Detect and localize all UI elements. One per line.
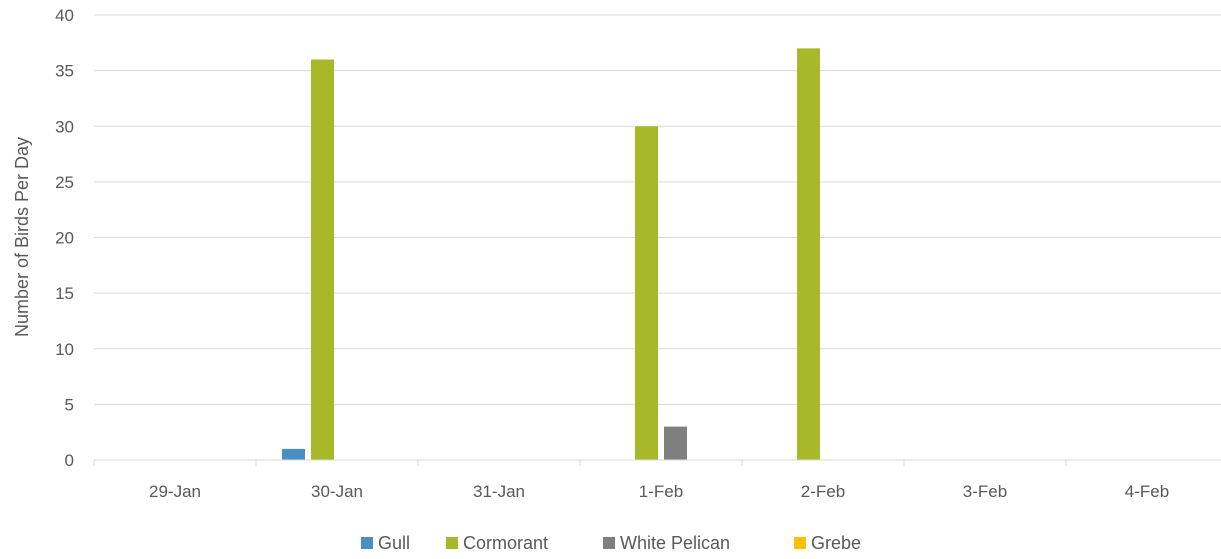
legend-label: White Pelican bbox=[620, 533, 730, 553]
x-tick-label: 1-Feb bbox=[639, 482, 683, 501]
legend-label: Gull bbox=[378, 533, 410, 553]
y-tick-label: 40 bbox=[55, 6, 74, 25]
legend-swatch bbox=[603, 537, 615, 549]
bar-gull bbox=[282, 448, 305, 460]
gridlines bbox=[94, 14, 1221, 405]
y-tick-label: 5 bbox=[65, 395, 74, 414]
bars bbox=[282, 48, 820, 460]
x-tick-label: 2-Feb bbox=[801, 482, 845, 501]
bar-white-pelican bbox=[664, 426, 687, 460]
y-tick-label: 10 bbox=[55, 340, 74, 359]
y-tick-label: 30 bbox=[55, 117, 74, 136]
y-tick-label: 15 bbox=[55, 284, 74, 303]
x-tick-label: 29-Jan bbox=[149, 482, 201, 501]
y-tick-label: 25 bbox=[55, 173, 74, 192]
x-axis: 29-Jan 30-Jan 31-Jan 1-Feb 2-Feb 3-Feb 4-Feb bbox=[93, 459, 1221, 501]
x-tick-label: 30-Jan bbox=[311, 482, 363, 501]
y-tick-label: 0 bbox=[65, 451, 74, 470]
legend-swatch bbox=[446, 537, 458, 549]
legend-label: Cormorant bbox=[463, 533, 548, 553]
bar-cormorant bbox=[311, 59, 334, 460]
y-axis-title: Number of Birds Per Day bbox=[12, 137, 32, 337]
legend-swatch bbox=[361, 537, 373, 549]
legend-label: Grebe bbox=[811, 533, 861, 553]
x-tick-label: 4-Feb bbox=[1125, 482, 1169, 501]
x-tick-label: 31-Jan bbox=[473, 482, 525, 501]
y-tick-label: 20 bbox=[55, 229, 74, 248]
x-tick-label: 3-Feb bbox=[963, 482, 1007, 501]
legend-swatch bbox=[794, 537, 806, 549]
bar-cormorant bbox=[797, 48, 820, 460]
y-tick-label: 35 bbox=[55, 62, 74, 81]
y-axis-ticks: 0 5 10 15 20 25 30 35 40 bbox=[55, 6, 74, 470]
bar-cormorant bbox=[635, 126, 658, 460]
legend: Gull Cormorant White Pelican Grebe bbox=[361, 533, 861, 553]
